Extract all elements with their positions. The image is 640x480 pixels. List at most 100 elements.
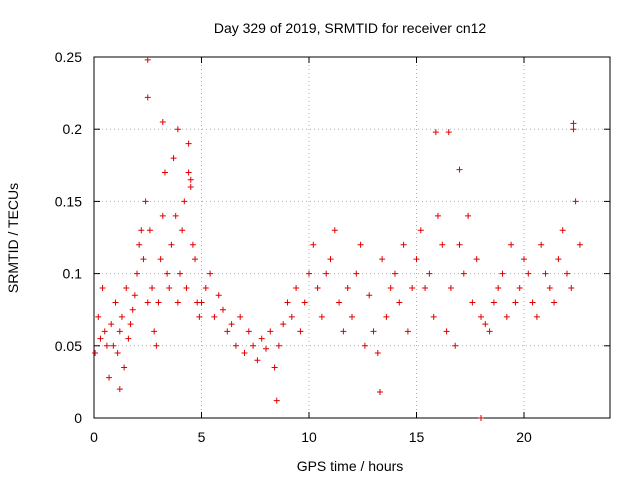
data-point [207, 270, 214, 277]
data-point [196, 313, 203, 320]
data-point [250, 342, 257, 349]
data-point [503, 313, 510, 320]
data-point [153, 342, 160, 349]
data-point [374, 350, 381, 357]
data-point [521, 256, 527, 263]
data-point [473, 256, 480, 263]
data-point [144, 299, 151, 306]
data-point [404, 328, 411, 335]
y-tick-label: 0 [74, 410, 82, 426]
data-point [215, 292, 222, 299]
data-point [435, 212, 441, 219]
data-point [121, 364, 128, 371]
data-point [310, 241, 317, 248]
data-point [422, 285, 429, 292]
data-point [327, 256, 334, 263]
data-point [131, 292, 138, 299]
data-point [379, 256, 386, 263]
data-point [572, 198, 579, 205]
data-point [280, 321, 287, 328]
data-point [357, 241, 364, 248]
data-point [447, 285, 454, 292]
data-point [144, 94, 151, 101]
data-point [353, 270, 360, 277]
data-point [177, 270, 183, 277]
data-point [469, 299, 476, 306]
data-point [284, 299, 291, 306]
data-point [101, 328, 108, 335]
data-point [396, 299, 403, 306]
data-point [392, 270, 398, 277]
data-point [99, 285, 106, 292]
data-point [546, 285, 553, 292]
data-point [170, 155, 177, 162]
data-point [370, 328, 377, 335]
data-point [293, 285, 300, 292]
data-point [228, 321, 235, 328]
data-point [92, 350, 99, 357]
data-point [174, 299, 181, 306]
data-point [157, 256, 164, 263]
data-point [570, 126, 577, 133]
data-point [211, 313, 218, 320]
data-point [142, 198, 149, 205]
data-point [439, 241, 446, 248]
data-point [306, 270, 312, 277]
data-point [183, 285, 190, 292]
data-point [482, 321, 489, 328]
data-point [568, 285, 575, 292]
data-point [189, 241, 196, 248]
data-point [275, 342, 282, 349]
data-point [136, 241, 143, 248]
data-point [116, 386, 123, 393]
data-point [263, 345, 269, 352]
data-point [161, 169, 168, 176]
data-point [344, 285, 351, 292]
data-point [181, 198, 188, 205]
data-point [516, 285, 523, 292]
data-point [570, 120, 577, 127]
data-point [271, 364, 278, 371]
data-point [108, 321, 115, 328]
data-point [508, 241, 515, 248]
data-point [95, 313, 102, 320]
data-point [361, 342, 368, 349]
data-point [198, 299, 205, 306]
y-tick-label: 0.05 [55, 338, 82, 354]
data-point [564, 270, 570, 277]
data-point [134, 270, 140, 277]
data-point [559, 227, 566, 234]
data-point [164, 270, 171, 277]
x-axis-label: GPS time / hours [297, 458, 404, 474]
data-point [187, 176, 194, 183]
data-point [499, 270, 506, 277]
data-point [129, 306, 136, 313]
data-point [432, 129, 439, 136]
y-tick-label: 0.1 [63, 266, 83, 282]
x-tick-label: 15 [409, 429, 425, 445]
x-tick-label: 20 [516, 429, 532, 445]
data-point [127, 321, 134, 328]
x-tick-label: 10 [301, 429, 317, 445]
data-point [465, 212, 472, 219]
data-point [267, 328, 274, 335]
data-point [110, 342, 117, 349]
points-layer [92, 56, 583, 421]
x-tick-label: 0 [90, 429, 98, 445]
data-point [138, 227, 145, 234]
data-point [185, 140, 192, 147]
data-point [456, 166, 463, 173]
data-point [323, 270, 330, 277]
data-point [159, 118, 166, 125]
data-point [551, 299, 558, 306]
data-point [542, 270, 549, 277]
chart-title: Day 329 of 2019, SRMTID for receiver cn1… [214, 20, 487, 36]
ticks-layer: 0 5 10 15 20 0 0.05 0.1 0.15 0.2 0.25 [55, 49, 610, 445]
data-point [202, 285, 209, 292]
data-point [443, 328, 450, 335]
data-point [490, 299, 497, 306]
data-point [237, 313, 244, 320]
data-point [187, 183, 194, 190]
data-point [340, 328, 347, 335]
